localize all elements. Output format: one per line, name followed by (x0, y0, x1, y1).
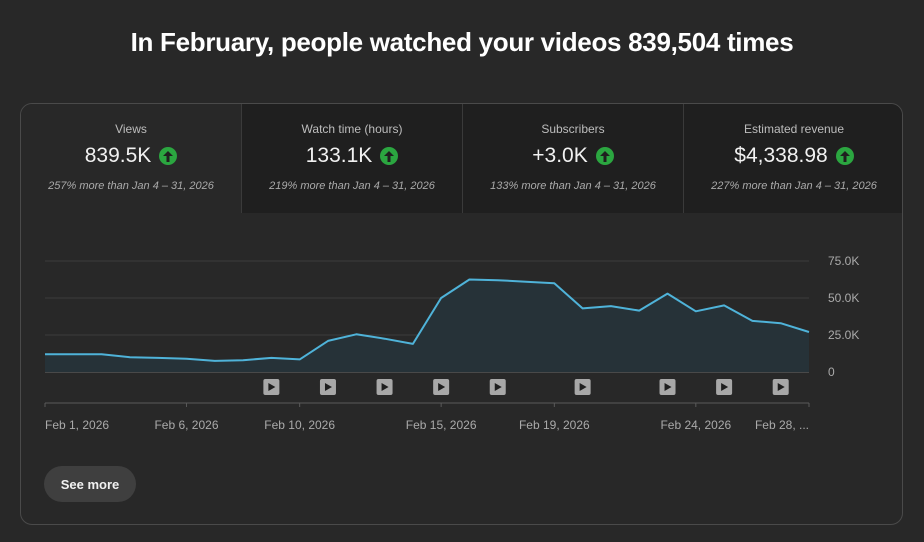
arrow-up-icon (380, 147, 399, 165)
metric-label: Estimated revenue (743, 122, 845, 136)
metric-label: Watch time (hours) (301, 122, 403, 136)
series-line (45, 278, 810, 362)
y-tick-label: 25.0K (828, 328, 859, 342)
arrow-up-icon (595, 147, 614, 165)
see-more-button[interactable]: See more (44, 466, 136, 502)
play-icon (777, 383, 785, 391)
page-title: In February, people watched your videos … (130, 27, 794, 57)
metric-comparison: 227% more than Jan 4 – 31, 2026 (711, 180, 877, 192)
tab-subscribers[interactable]: Subscribers +3.0K 133% more than Jan 4 –… (462, 104, 683, 213)
metric-value: $4,338.98 (734, 144, 828, 167)
metric-comparison: 219% more than Jan 4 – 31, 2026 (269, 180, 435, 192)
metric-label: Views (115, 122, 147, 136)
y-tick-label: 0 (828, 365, 835, 379)
tab-estimated-revenue[interactable]: Estimated revenue $4,338.98 227% more th… (683, 104, 902, 213)
metric-comparison: 133% more than Jan 4 – 31, 2026 (490, 180, 656, 192)
play-icon (268, 383, 276, 391)
analytics-card: Views 839.5K 257% more than Jan 4 – 31, … (20, 103, 903, 525)
metric-tabs: Views 839.5K 257% more than Jan 4 – 31, … (21, 104, 902, 213)
x-tick-label: Feb 6, 2026 (154, 418, 218, 432)
y-tick-label: 50.0K (828, 291, 859, 305)
x-tick-label: Feb 24, 2026 (660, 418, 731, 432)
metric-label: Subscribers (541, 122, 605, 136)
play-icon (664, 383, 672, 391)
play-icon (721, 383, 729, 391)
x-tick-label: Feb 15, 2026 (406, 418, 477, 432)
y-tick-label: 75.0K (828, 254, 859, 268)
series-area (45, 279, 809, 372)
metric-value: 839.5K (84, 144, 152, 167)
play-icon (381, 383, 389, 391)
arrow-up-icon (159, 147, 178, 165)
tab-watch-time[interactable]: Watch time (hours) 133.1K 219% more than… (241, 104, 462, 213)
views-chart[interactable]: 75.0K 50.0K 25.0K 0 Feb 1, 2026 Feb 6, 2026 Fe… (21, 213, 903, 453)
x-tick-label: Feb 10, 2026 (264, 418, 335, 432)
metric-value: 133.1K (305, 144, 373, 167)
x-tick-label: Feb 19, 2026 (519, 418, 590, 432)
metric-comparison: 257% more than Jan 4 – 31, 2026 (48, 180, 214, 192)
x-tick-label: Feb 28, ... (755, 418, 809, 432)
play-icon (438, 383, 446, 391)
play-icon (579, 383, 587, 391)
metric-value: +3.0K (532, 144, 588, 167)
arrow-up-icon (835, 147, 854, 165)
play-icon (324, 383, 332, 391)
x-tick-label: Feb 1, 2026 (45, 418, 109, 432)
tab-views[interactable]: Views 839.5K 257% more than Jan 4 – 31, … (21, 104, 241, 213)
play-icon (494, 383, 502, 391)
